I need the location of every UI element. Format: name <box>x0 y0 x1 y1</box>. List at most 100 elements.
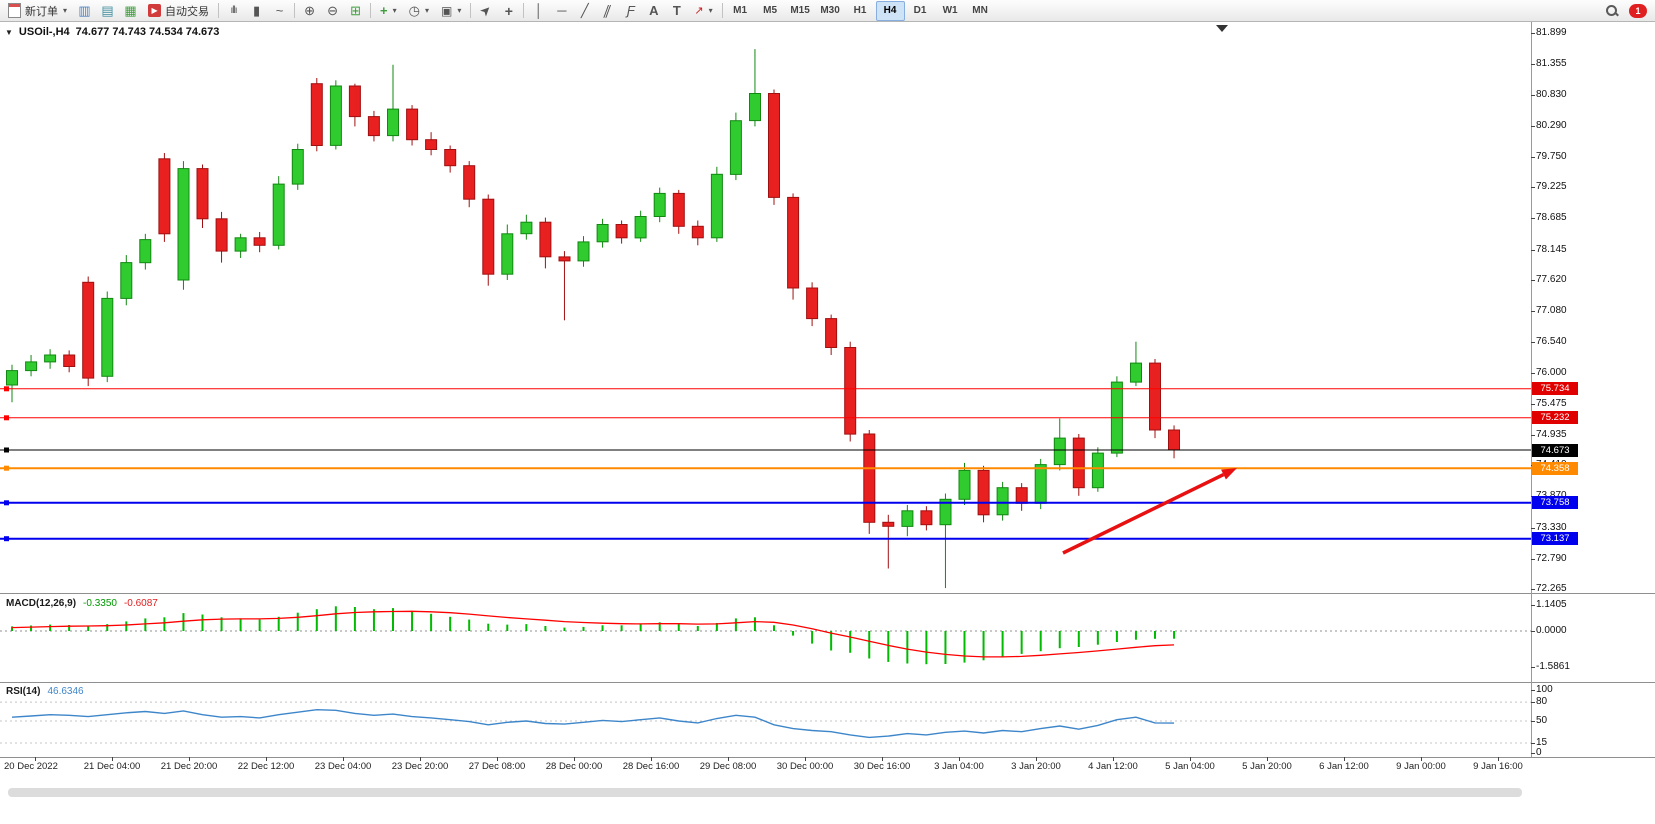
time-axis-tick <box>1267 757 1268 761</box>
tf-button-M1[interactable]: M1 <box>733 5 748 16</box>
templates-caret-icon: ▾ <box>457 6 462 15</box>
zoom-in-icon[interactable]: ⊕ <box>304 3 315 18</box>
horizontal-line-tool-icon[interactable]: ─ <box>557 3 567 18</box>
tf-button-M5[interactable]: M5 <box>763 5 778 16</box>
indicators-button[interactable]: + ▾ <box>374 0 403 21</box>
time-axis-label: 21 Dec 04:00 <box>83 761 141 772</box>
chart-dropdown-icon[interactable]: ▼ <box>5 27 13 37</box>
price-axis-label: 79.750 <box>1536 151 1567 163</box>
panel-separator[interactable] <box>0 593 1655 594</box>
price-axis-label: 72.265 <box>1536 583 1567 594</box>
templates-icon: ▣ <box>440 3 453 18</box>
time-axis-tick <box>189 757 190 761</box>
macd-axis-tick <box>1531 631 1535 632</box>
horizontal-scrollbar[interactable] <box>8 788 1522 797</box>
toolbar-separator <box>370 3 372 18</box>
time-axis-label: 30 Dec 16:00 <box>853 761 911 772</box>
price-axis-tick <box>1531 125 1535 127</box>
rsi-canvas[interactable] <box>0 683 1531 757</box>
line-chart-icon[interactable]: ~ <box>275 3 284 18</box>
text-tool-icon[interactable]: A <box>649 3 659 18</box>
tf-button-MN[interactable]: MN <box>972 5 988 16</box>
toolbar-separator <box>470 3 472 18</box>
rsi-value: 46.6346 <box>47 686 84 697</box>
market-watch-icon[interactable]: ▥ <box>78 3 91 18</box>
time-axis-tick <box>266 757 267 761</box>
zoom-out-icon[interactable]: ⊖ <box>327 3 338 18</box>
time-axis-tick <box>805 757 806 761</box>
price-axis-label: 81.899 <box>1536 27 1567 38</box>
macd-signal-value: -0.6087 <box>123 598 158 609</box>
macd-axis-label: 1.1405 <box>1536 598 1567 610</box>
macd-label-row: MACD(12,26,9) -0.3350 -0.6087 <box>6 598 158 609</box>
time-axis-label: 30 Dec 00:00 <box>776 761 834 772</box>
toolbar-right-group: 1 <box>1605 3 1647 18</box>
candlestick-chart-icon[interactable]: ▮ <box>252 3 261 18</box>
time-axis-label: 20 Dec 2022 <box>4 761 58 772</box>
price-axis-label: 76.540 <box>1536 336 1567 348</box>
tf-button-W1[interactable]: W1 <box>942 5 958 16</box>
price-axis-tick <box>1531 94 1535 96</box>
rsi-name-label: RSI(14) <box>6 686 41 697</box>
chart-symbol-period: USOil-,H4 <box>18 26 70 38</box>
macd-canvas[interactable] <box>0 595 1531 681</box>
time-axis-tick <box>1421 757 1422 761</box>
price-badge: 75.232 <box>1532 411 1578 425</box>
arrows-tool-button[interactable]: ↗ ▾ <box>688 0 718 21</box>
toolbar-separator <box>523 3 525 18</box>
time-axis-label: 3 Jan 04:00 <box>934 761 984 772</box>
notification-badge[interactable]: 1 <box>1629 3 1647 18</box>
templates-button[interactable]: ▣ ▾ <box>435 0 467 21</box>
text-label-tool-icon[interactable]: T <box>672 3 681 18</box>
fibonacci-tool-icon[interactable]: Ƒ <box>626 3 635 18</box>
tf-button-M15[interactable]: M15 <box>790 5 810 16</box>
panel-separator[interactable] <box>0 757 1655 758</box>
bar-chart-icon[interactable]: ıllı <box>230 4 238 16</box>
price-axis-tick <box>1531 342 1535 344</box>
tf-button-D1[interactable]: D1 <box>913 5 927 16</box>
price-axis-label: 76.000 <box>1536 367 1567 379</box>
terminal-icon[interactable]: ▦ <box>124 3 137 18</box>
price-axis-tick <box>1531 249 1535 251</box>
price-badge: 73.758 <box>1532 496 1578 510</box>
trendline-tool-icon[interactable]: ╱ <box>580 3 589 18</box>
time-axis-tick <box>882 757 883 761</box>
vertical-line-tool-icon[interactable]: │ <box>534 3 543 18</box>
tile-windows-icon[interactable]: ⊞ <box>350 3 361 18</box>
rsi-axis-tick <box>1531 752 1535 754</box>
tf-button-H1[interactable]: H1 <box>853 5 867 16</box>
time-axis-label: 27 Dec 08:00 <box>468 761 526 772</box>
tf-button-M30[interactable]: M30 <box>820 5 840 16</box>
new-order-button[interactable]: 新订单 ▾ <box>2 0 73 21</box>
price-axis-tick <box>1531 33 1535 34</box>
time-axis-tick <box>959 757 960 761</box>
periods-clock-icon: ◷ <box>408 2 420 18</box>
price-axis-label: 77.080 <box>1536 305 1567 317</box>
time-axis-label: 9 Jan 00:00 <box>1396 761 1446 772</box>
price-axis-tick <box>1531 218 1535 220</box>
tf-button-H4[interactable]: H4 <box>875 0 905 21</box>
price-badge: 74.673 <box>1532 443 1578 457</box>
navigator-icon[interactable]: ▤ <box>101 3 114 18</box>
macd-name-label: MACD(12,26,9) <box>6 598 77 609</box>
new-order-caret-icon: ▾ <box>63 6 68 15</box>
time-axis-label: 5 Jan 04:00 <box>1165 761 1215 772</box>
time-axis-tick <box>1190 757 1191 761</box>
crosshair-tool-icon[interactable]: + <box>504 2 513 19</box>
price-axis-label: 77.620 <box>1536 273 1567 285</box>
search-icon[interactable] <box>1605 4 1619 18</box>
time-axis-tick <box>651 757 652 761</box>
time-axis-label: 23 Dec 20:00 <box>391 761 449 772</box>
autotrading-button[interactable]: ▶ 自动交易 <box>142 0 215 21</box>
main-chart-canvas[interactable] <box>0 22 1531 593</box>
price-axis-label: 80.290 <box>1536 119 1567 131</box>
periods-button[interactable]: ◷ ▾ <box>403 0 435 21</box>
panel-separator[interactable] <box>0 682 1655 683</box>
time-axis-tick <box>497 757 498 761</box>
time-axis-label: 6 Jan 12:00 <box>1319 761 1369 772</box>
chart-shift-marker-icon[interactable] <box>1216 25 1228 32</box>
timeframe-group: M1 M5 M15 M30 H1 H4 D1 W1 MN <box>726 0 995 21</box>
time-axis-label: 3 Jan 20:00 <box>1011 761 1061 772</box>
price-axis-tick <box>1531 558 1535 560</box>
periods-caret-icon: ▾ <box>424 6 429 15</box>
